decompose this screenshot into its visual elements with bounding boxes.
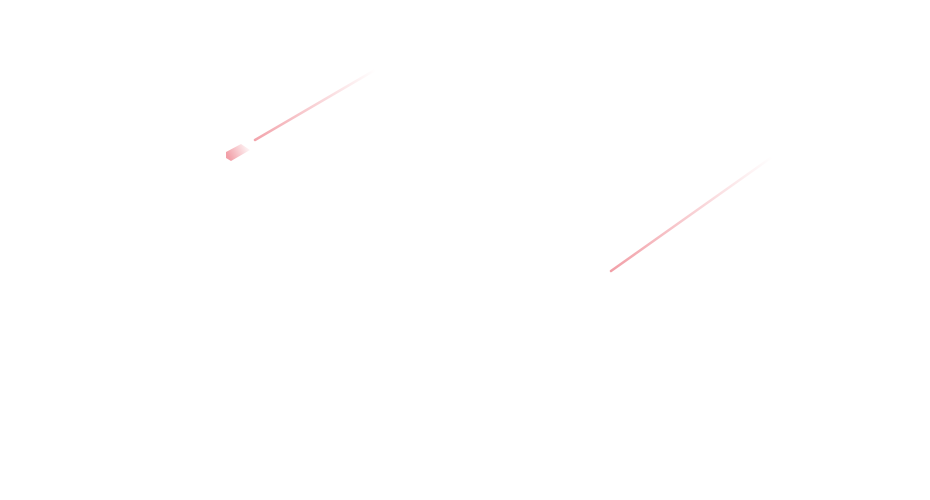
streak-tail	[253, 68, 377, 142]
streak-tail	[609, 155, 774, 273]
shooting-star-icon	[609, 155, 774, 273]
shooting-star-icon	[226, 68, 377, 161]
streak-head	[226, 144, 250, 161]
